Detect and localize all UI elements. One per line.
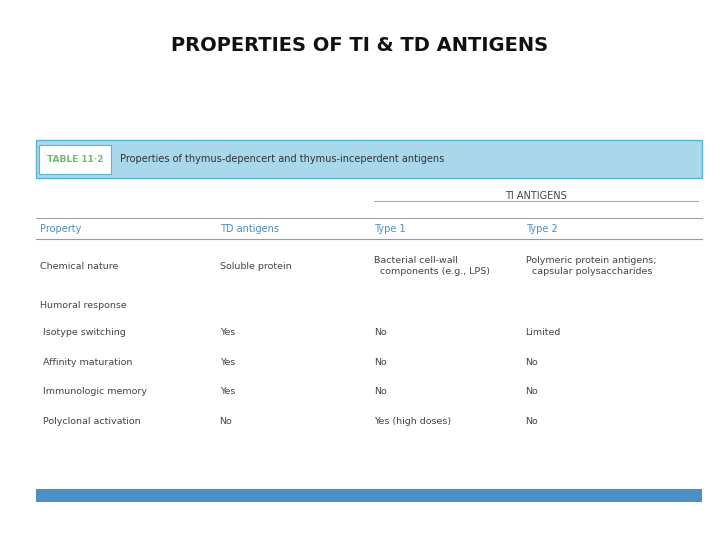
Text: Affinity maturation: Affinity maturation — [40, 357, 132, 367]
Text: No: No — [374, 387, 387, 396]
Text: Soluble protein: Soluble protein — [220, 262, 291, 271]
FancyBboxPatch shape — [39, 145, 111, 174]
Text: Yes: Yes — [220, 357, 235, 367]
Text: Isotype switching: Isotype switching — [40, 328, 125, 337]
Text: Yes: Yes — [220, 328, 235, 337]
Text: Type 1: Type 1 — [374, 225, 406, 234]
Text: Yes: Yes — [220, 387, 235, 396]
Text: Yes (high doses): Yes (high doses) — [374, 417, 451, 426]
Text: Chemical nature: Chemical nature — [40, 262, 118, 271]
Text: No: No — [526, 357, 539, 367]
Text: Polyclonal activation: Polyclonal activation — [40, 417, 140, 426]
Text: TD antigens: TD antigens — [220, 225, 279, 234]
Text: No: No — [374, 328, 387, 337]
Text: Property: Property — [40, 225, 81, 234]
Text: Polymeric protein antigens;
  capsular polysaccharides: Polymeric protein antigens; capsular pol… — [526, 256, 656, 276]
Text: Humoral response: Humoral response — [40, 301, 126, 310]
Text: Bacterial cell-wall
  components (e.g., LPS): Bacterial cell-wall components (e.g., LP… — [374, 256, 490, 276]
FancyBboxPatch shape — [36, 489, 702, 502]
Text: TABLE 11·2: TABLE 11·2 — [47, 155, 103, 164]
Text: PROPERTIES OF TI & TD ANTIGENS: PROPERTIES OF TI & TD ANTIGENS — [171, 36, 549, 56]
FancyBboxPatch shape — [36, 140, 702, 178]
Text: Type 2: Type 2 — [526, 225, 557, 234]
Text: Properties of thymus-depencert and thymus-inceperdent antigens: Properties of thymus-depencert and thymu… — [120, 154, 444, 164]
Text: No: No — [526, 417, 539, 426]
Text: TI ANTIGENS: TI ANTIGENS — [505, 191, 567, 201]
Text: No: No — [526, 387, 539, 396]
Text: No: No — [220, 417, 233, 426]
Text: Immunologic memory: Immunologic memory — [40, 387, 147, 396]
Text: Limited: Limited — [526, 328, 561, 337]
Text: No: No — [374, 357, 387, 367]
